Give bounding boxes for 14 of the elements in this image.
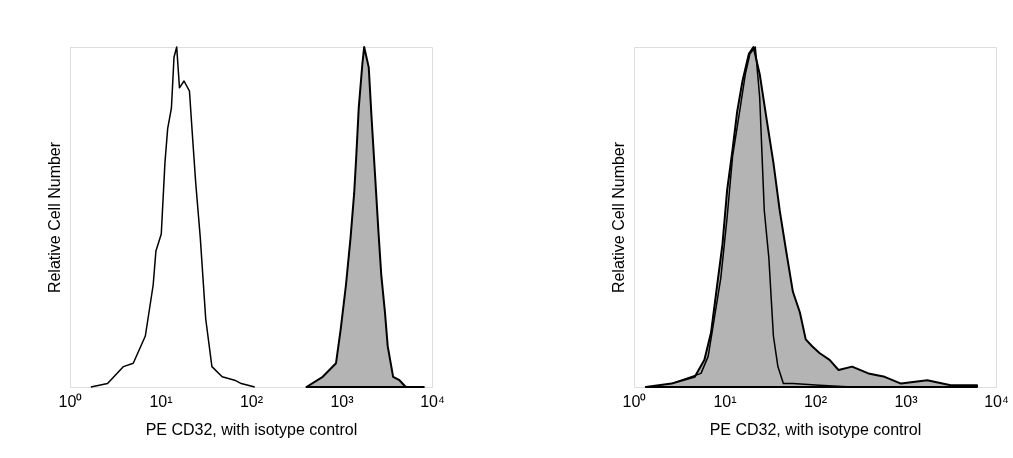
x-tick-label: 10² xyxy=(239,392,264,410)
x-tick-label: 10¹ xyxy=(713,392,737,410)
x-axis-title: PE CD32, with isotype control xyxy=(709,420,922,438)
x-tick-label: 10³ xyxy=(330,392,355,410)
x-axis-title: PE CD32, with isotype control xyxy=(145,420,358,438)
x-tick-label: 10¹ xyxy=(149,392,173,410)
x-tick-label: 10⁰ xyxy=(58,392,83,410)
x-tick-label: 10⁴ xyxy=(420,392,445,410)
x-tick-label: 10⁰ xyxy=(622,392,647,410)
x-tick-label: 10² xyxy=(803,392,828,410)
x-tick-label: 10⁴ xyxy=(984,392,1009,410)
y-axis-title: Relative Cell Number xyxy=(609,141,627,294)
y-axis-title: Relative Cell Number xyxy=(45,141,63,294)
x-tick-label: 10³ xyxy=(894,392,919,410)
